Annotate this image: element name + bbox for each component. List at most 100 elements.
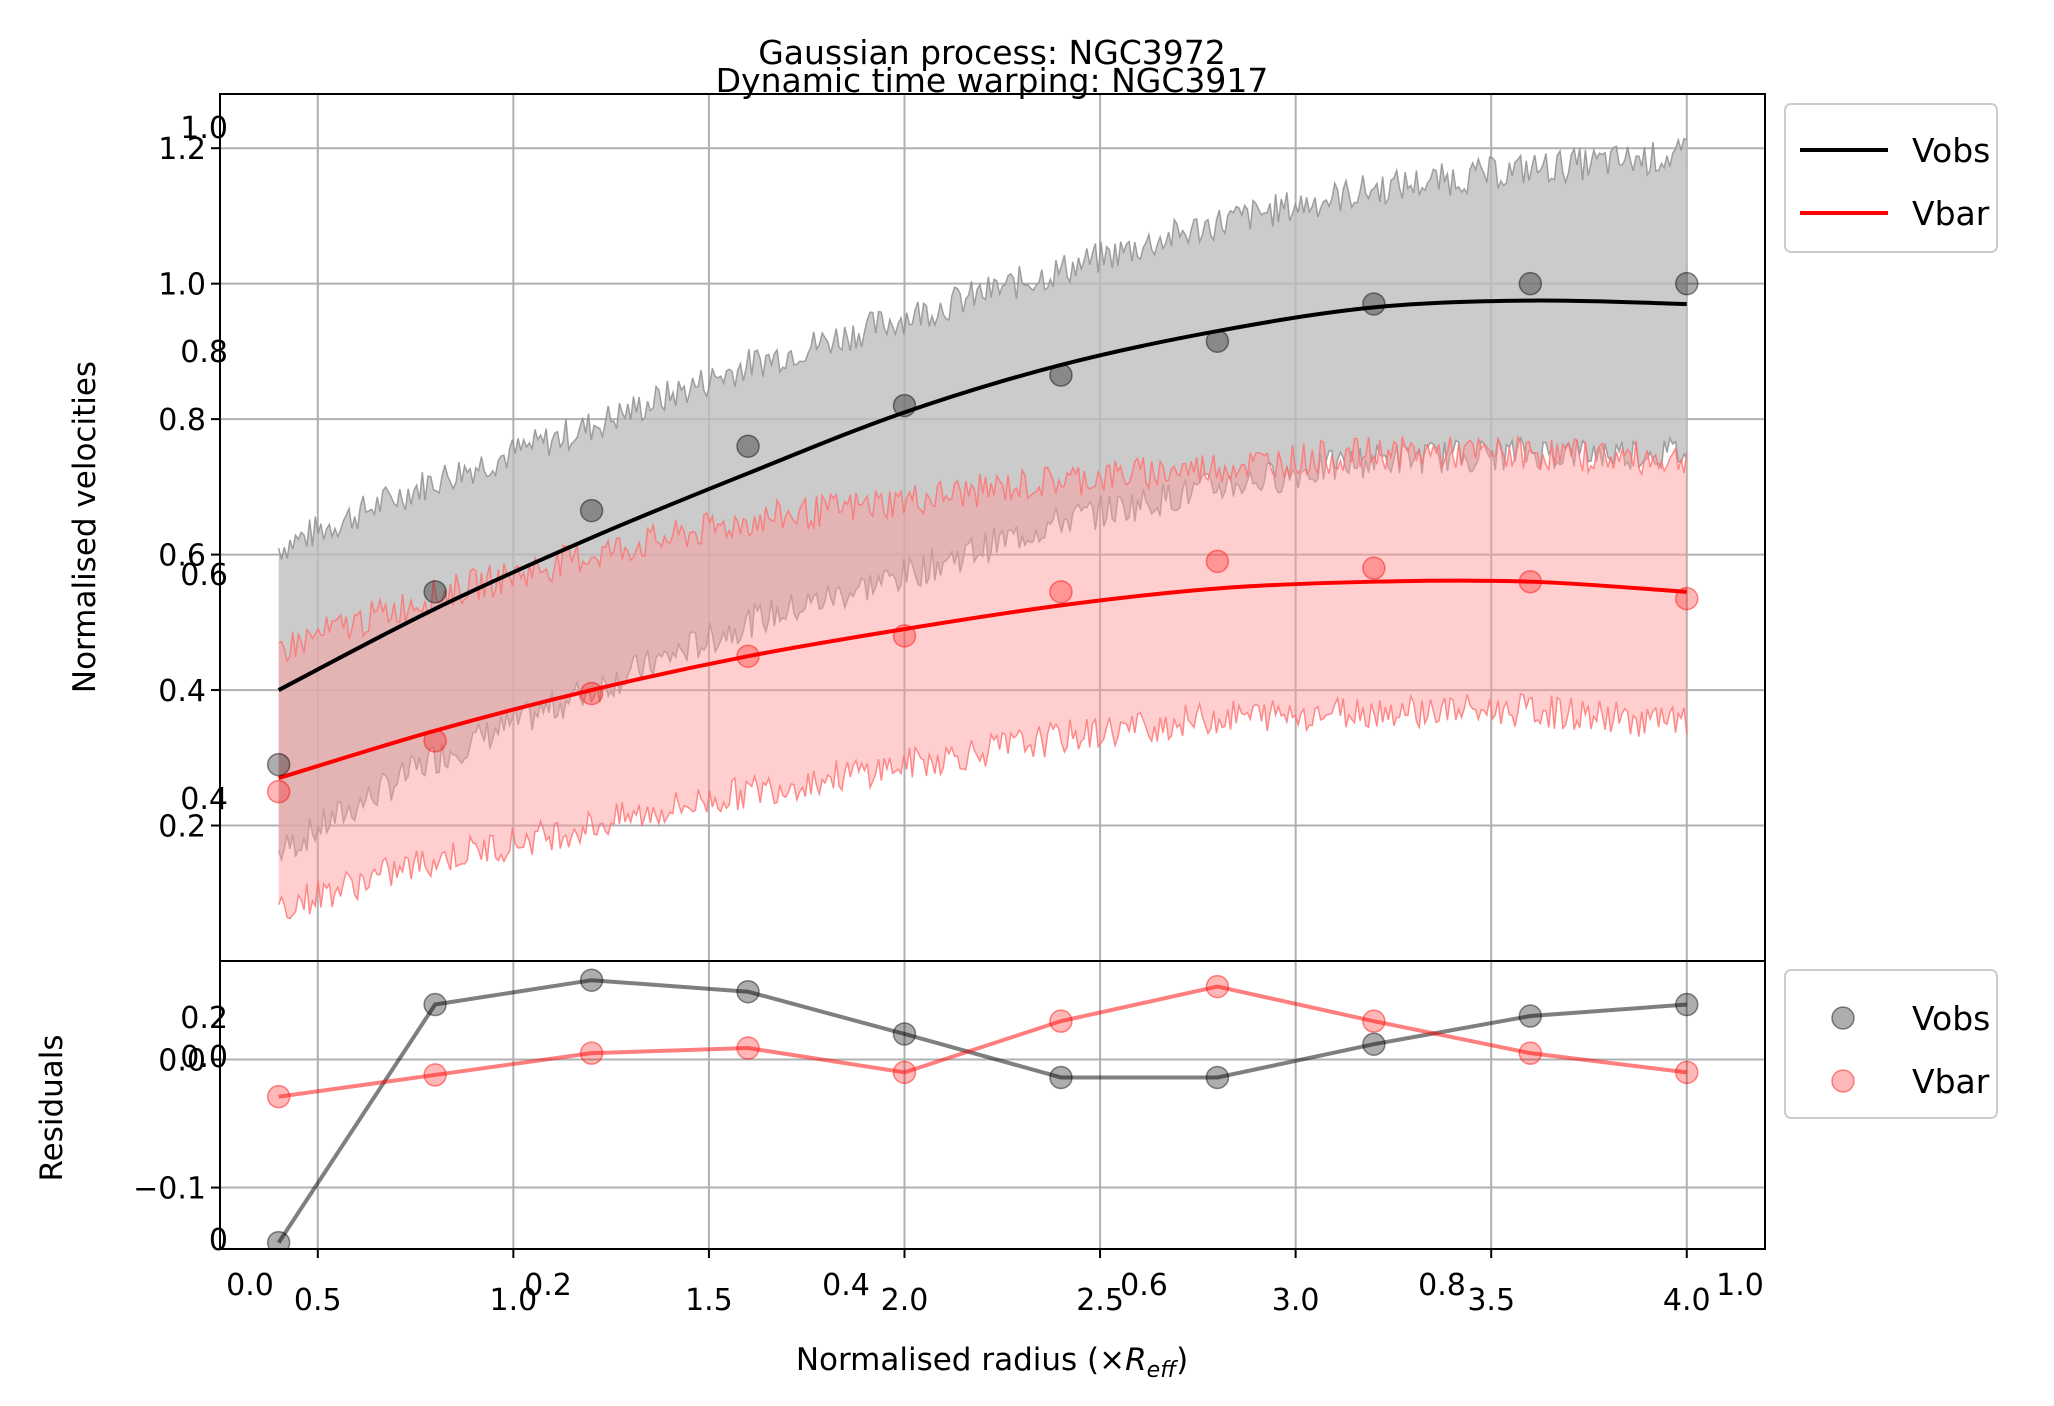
- data-point-vbar: [1518, 569, 1543, 594]
- data-point-vbar: [266, 779, 291, 804]
- ghost-x-tick-label: 1.0: [1716, 1268, 1764, 1303]
- x-tick-label: 2.0: [881, 1283, 929, 1318]
- legend-label-vbar: Vbar: [1912, 1062, 1990, 1101]
- fit-line-vobs: [277, 298, 1687, 692]
- ghost-x-tick-label: 0.6: [1120, 1268, 1168, 1303]
- residual-y-tick-label: −0.1: [133, 1172, 206, 1207]
- band-edge-lower-vbar: [277, 692, 1688, 920]
- legend-label-vobs: Vobs: [1912, 999, 1990, 1038]
- residual-point-vobs: [1049, 1065, 1073, 1090]
- residual-point-vobs: [266, 1230, 291, 1249]
- x-tick-label: 1.5: [685, 1283, 733, 1318]
- data-point-vbar: [1362, 556, 1386, 580]
- legend-marker-vbar: [1831, 1069, 1855, 1093]
- band-vbar: [278, 436, 1687, 919]
- residual-point-vbar: [1675, 1060, 1699, 1085]
- data-point-vobs: [579, 498, 604, 523]
- data-point-vobs: [1205, 329, 1230, 353]
- data-point-vobs: [736, 434, 760, 458]
- x-tick-label: 0.5: [294, 1283, 342, 1318]
- residual-panel: −0.1 0.0 0.2 0.0 0 Residuals: [34, 960, 1766, 1258]
- main-fit-lines: [277, 298, 1687, 781]
- legend-label-vobs: Vobs: [1912, 131, 1990, 170]
- residual-line-vobs: [276, 978, 1687, 1244]
- ghost-x-tick-label: 0.4: [822, 1268, 870, 1303]
- ghost-y-tick-label: 0.4: [180, 782, 228, 817]
- legend-label-vbar: Vbar: [1912, 194, 1990, 233]
- residual-grid: [220, 961, 1765, 1249]
- chart-title-1: Gaussian process: NGC3972: [758, 33, 1226, 72]
- band-edge-upper-vobs: [277, 137, 1688, 560]
- ghost-x-tick-label: 0.2: [524, 1268, 572, 1303]
- y-tick-label: 0.6: [158, 539, 206, 574]
- residual-point-vobs: [1362, 1032, 1386, 1056]
- residual-point-vobs: [1675, 992, 1699, 1017]
- data-point-vbar: [423, 729, 447, 753]
- residual-y-axis-label: Residuals: [34, 1034, 70, 1181]
- x-ticks: 0.5 1.0 1.5 2.0 2.5 3.0 3.5 4.0 0.0 0.2 0.4 0.6 0.8 1…: [226, 1249, 1764, 1318]
- residual-y-tick-label: 0.0: [158, 1044, 206, 1079]
- y-tick-label: 1.2: [158, 132, 206, 167]
- residual-legend: Vobs Vbar: [1784, 969, 1998, 1119]
- y-tick-label: 1.0: [158, 268, 206, 303]
- residual-ticks: −0.1 0.0 0.2 0.0 0: [133, 1001, 228, 1258]
- data-point-vbar: [579, 681, 604, 706]
- band-edge-upper-vbar: [278, 434, 1688, 663]
- ghost-x-tick-label: 0.0: [226, 1268, 274, 1303]
- residual-point-vbar: [1362, 1009, 1386, 1033]
- x-tick-label: 3.0: [1272, 1283, 1320, 1318]
- residual-point-vobs: [423, 992, 447, 1017]
- residual-point-vobs: [1518, 1004, 1543, 1028]
- residual-point-vbar: [266, 1084, 291, 1109]
- residual-point-vbar: [892, 1060, 917, 1085]
- x-tick-label: 3.5: [1467, 1283, 1515, 1318]
- residual-point-vbar: [1049, 1009, 1073, 1033]
- data-point-vobs: [1675, 271, 1699, 296]
- data-point-vbar: [892, 624, 917, 648]
- data-point-vbar: [1049, 580, 1073, 604]
- residual-point-vbar: [1205, 974, 1230, 999]
- data-point-vobs: [1362, 292, 1386, 316]
- ghost-y-tick-label: 1.0: [180, 111, 228, 146]
- y-tick-label: 0.4: [158, 674, 206, 709]
- main-legend: Vobs Vbar: [1784, 103, 1998, 253]
- residual-point-vobs: [736, 979, 760, 1004]
- ghost-x-tick-label: 0.8: [1418, 1268, 1466, 1303]
- residual-line-vbar: [278, 984, 1688, 1099]
- ghost-y-tick-label: 0.6: [180, 558, 228, 593]
- y-tick-label: 0.2: [158, 810, 206, 845]
- residual-point-vobs: [892, 1022, 917, 1046]
- residual-point-vobs: [1205, 1065, 1230, 1090]
- x-tick-label: 2.5: [1076, 1283, 1124, 1318]
- main-y-axis-label: Normalised velocities: [67, 361, 103, 693]
- residual-series: [266, 968, 1699, 1249]
- x-tick-label: 1.0: [489, 1283, 537, 1318]
- data-point-vbar: [1205, 549, 1230, 574]
- residual-point-vobs: [579, 968, 604, 992]
- residual-point-vbar: [579, 1041, 604, 1065]
- ghost-residual-y-tick-label: 0: [209, 1223, 228, 1258]
- y-tick-label: 0.8: [158, 403, 206, 438]
- x-axis-label: Normalised radius (×Reff): [796, 1342, 1188, 1383]
- legend-frame: [1784, 969, 1998, 1119]
- data-point-vobs: [1518, 271, 1543, 296]
- band-vobs: [278, 138, 1687, 860]
- data-point-vobs: [892, 393, 917, 418]
- main-bands: [277, 137, 1688, 920]
- data-point-vbar: [736, 644, 760, 668]
- data-point-vbar: [1675, 586, 1699, 611]
- ghost-residual-y-tick-label: 0.2: [180, 1001, 228, 1036]
- data-point-vobs: [266, 752, 291, 777]
- legend-marker-vobs: [1831, 1006, 1855, 1030]
- main-ticks: 0.20.40.60.81.01.20.40.60.81.0: [158, 111, 228, 845]
- ghost-residual-y-tick-label: 0.0: [180, 1040, 228, 1075]
- x-tick-label: 4.0: [1663, 1283, 1711, 1318]
- data-point-vobs: [423, 580, 447, 604]
- main-points: [266, 271, 1699, 804]
- residual-point-vbar: [736, 1036, 760, 1060]
- fit-line-vbar: [278, 578, 1687, 781]
- residual-point-vbar: [423, 1063, 447, 1087]
- residual-axes-frame: [219, 960, 1766, 1250]
- residual-point-vbar: [1518, 1041, 1543, 1065]
